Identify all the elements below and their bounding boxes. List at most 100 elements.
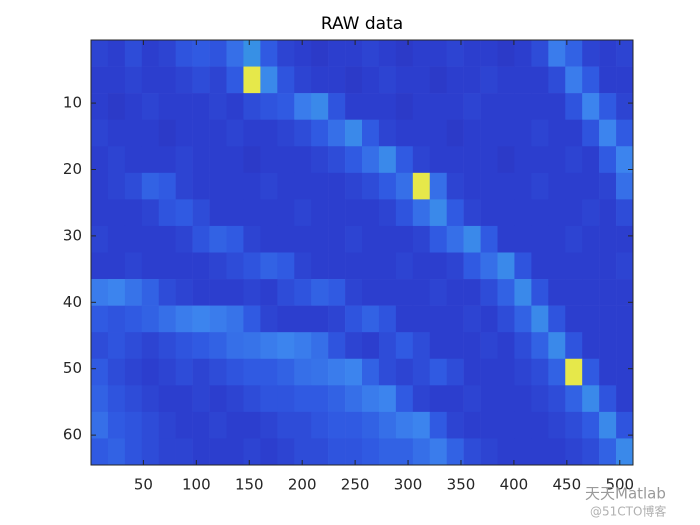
heatmap-cell [548,332,566,360]
heatmap-cell [141,252,160,280]
heatmap-cell [91,411,109,439]
heatmap-cell [175,252,193,280]
x-tick-label: 200 [288,476,317,494]
heatmap-cell [497,305,515,333]
heatmap-cell [158,279,176,306]
heatmap-cell [395,93,414,120]
heatmap-cell [616,411,634,439]
heatmap-cell [311,411,329,439]
heatmap-cell [362,438,380,466]
heatmap-cell [497,385,515,413]
heatmap-cell [209,385,227,413]
heatmap-cell [565,146,583,174]
heatmap-cell [294,40,312,67]
heatmap-cell [599,199,617,227]
heatmap-cell [226,199,244,227]
heatmap-cell [463,40,481,67]
heatmap-cell [599,358,617,386]
heatmap-cell [192,411,210,439]
plot-frame [90,39,634,466]
heatmap-cell [107,411,126,439]
heatmap-cell [311,279,329,306]
heatmap-cell [463,411,481,439]
heatmap-cell [395,252,414,280]
heatmap-cell [260,385,278,413]
heatmap-cell [463,305,481,333]
heatmap-cell [345,411,363,439]
heatmap-cell [446,332,464,360]
heatmap-cell [362,40,380,67]
heatmap-cell [582,332,600,360]
heatmap-cell [192,332,210,360]
heatmap-cell [531,252,549,280]
heatmap-cell [548,438,566,466]
heatmap-cell [599,172,617,200]
heatmap-cell [412,40,431,67]
heatmap-cell [599,385,617,413]
heatmap-cell [599,93,617,120]
heatmap-cell [209,93,227,120]
heatmap-cell [362,385,380,413]
heatmap-cell [412,279,431,306]
heatmap-cell [277,66,295,94]
heatmap-cell [616,358,634,386]
heatmap-cell [294,385,312,413]
heatmap-cell [294,66,312,94]
heatmap-cell [446,93,464,120]
heatmap-cell [311,119,329,147]
heatmap-cell [582,279,600,306]
heatmap-cell [599,279,617,306]
heatmap-cell [107,438,126,466]
heatmap-cell [328,358,346,386]
heatmap-cell [514,332,532,360]
heatmap [91,40,634,466]
heatmap-cell [209,252,227,280]
heatmap-cell [328,172,346,200]
heatmap-cell [429,358,447,386]
heatmap-cell [328,252,346,280]
heatmap-cell [107,146,126,174]
heatmap-cell [345,225,363,253]
heatmap-cell [565,40,583,67]
heatmap-cell [107,305,126,333]
heatmap-cell [107,332,126,360]
heatmap-cell [277,172,295,200]
heatmap-cell [328,411,346,439]
x-tick-label: 150 [235,476,264,494]
heatmap-cell [192,225,210,253]
heatmap-cell [141,40,160,67]
heatmap-cell [616,66,634,94]
y-tick-label: 10 [63,94,82,112]
heatmap-cell [192,172,210,200]
heatmap-cell [514,438,532,466]
heatmap-cell [311,305,329,333]
heatmap-cell [395,66,414,94]
heatmap-cell [192,385,210,413]
heatmap-cell [107,358,126,386]
heatmap-cell [311,146,329,174]
heatmap-cell [429,93,447,120]
heatmap-cell [124,358,143,386]
heatmap-cell [277,93,295,120]
heatmap-cell [497,40,515,67]
heatmap-cell [514,385,532,413]
heatmap-cell [497,119,515,147]
heatmap-cell [141,66,160,94]
heatmap-cell [548,40,566,67]
heatmap-cell [243,305,261,333]
heatmap-cell [378,305,397,333]
y-tick-label: 50 [63,359,82,377]
heatmap-cell [226,172,244,200]
heatmap-cell [412,411,431,439]
heatmap-cell [565,225,583,253]
heatmap-cell [192,305,210,333]
x-tick-label: 450 [553,476,582,494]
heatmap-cell [277,146,295,174]
heatmap-cell [294,358,312,386]
heatmap-cell [429,146,447,174]
heatmap-cell [107,279,126,306]
heatmap-cell [226,225,244,253]
heatmap-cell [395,199,414,227]
heatmap-cell [362,199,380,227]
heatmap-cell [446,146,464,174]
